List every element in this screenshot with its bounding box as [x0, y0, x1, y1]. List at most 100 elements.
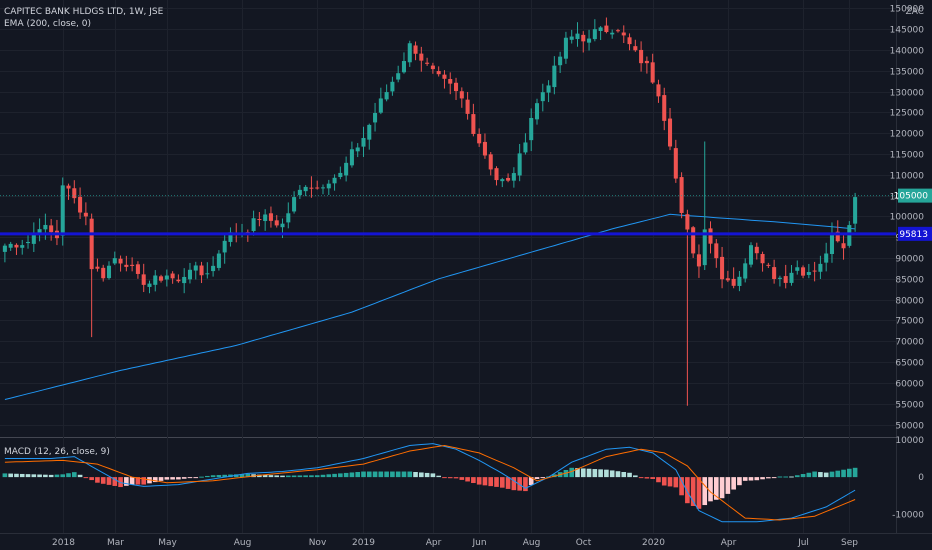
price-tick-label: 55000 [895, 401, 924, 411]
macd-histogram-bar [615, 471, 621, 478]
candle-body [748, 245, 754, 265]
macd-histogram-bar [419, 472, 424, 478]
macd-histogram-bar [436, 475, 441, 478]
candle-body [309, 187, 314, 189]
candle-body [425, 62, 430, 64]
macd-histogram-bar [453, 477, 459, 479]
macd-histogram-bar [257, 474, 262, 478]
macd-histogram-bar [54, 474, 60, 478]
macd-histogram-bar [37, 474, 42, 478]
macd-histogram-bar [812, 471, 817, 478]
candle-body [523, 142, 528, 153]
candle-body [228, 232, 233, 242]
macd-histogram-bar [77, 474, 83, 478]
macd-histogram-bar [783, 476, 789, 478]
price-tick-label: 130000 [890, 89, 925, 99]
candle-body [662, 95, 667, 121]
macd-histogram-bar [476, 477, 482, 485]
candle-body [355, 147, 360, 152]
macd-histogram-bar [100, 477, 106, 484]
candle-body [216, 253, 221, 268]
candle-body [106, 265, 112, 279]
candle-body [812, 270, 817, 272]
time-tick-label: Jun [471, 538, 486, 548]
macd-histogram-bar [297, 475, 303, 478]
candle-body [373, 113, 378, 123]
candle-body [199, 265, 204, 276]
candle-body [702, 229, 707, 266]
candle-body [772, 267, 777, 279]
macd-histogram-bar [187, 477, 193, 479]
macd-histogram-bar [806, 472, 812, 478]
candle-body [112, 258, 117, 264]
candle-body [182, 276, 187, 284]
macd-histogram-bar [407, 471, 413, 478]
candle-body [633, 46, 638, 51]
macd-line [4, 443, 856, 523]
macd-histogram-bar [141, 477, 147, 485]
candle-body [384, 92, 389, 100]
macd-histogram-bar [638, 477, 644, 479]
macd-histogram-bar [771, 477, 777, 479]
candle-body [43, 224, 48, 230]
candle-body [303, 186, 308, 192]
candle-body [274, 220, 279, 226]
candle-body [691, 227, 696, 254]
candle-body [320, 187, 326, 189]
macd-histogram-bar [592, 469, 598, 478]
price-tick-label: 120000 [890, 130, 925, 140]
candle-body [49, 225, 54, 233]
macd-histogram-bar [748, 477, 754, 481]
candle-body [511, 173, 516, 181]
macd-histogram-bar [499, 477, 505, 488]
macd-histogram-bar [361, 471, 366, 478]
macd-axis: 10000 0 -10000 [892, 436, 924, 521]
candle-body [413, 45, 418, 54]
macd-histogram-bar [569, 467, 575, 478]
macd-histogram-bar [777, 476, 783, 478]
candle-body [459, 91, 464, 99]
candle-body [696, 254, 701, 267]
candle-body [610, 32, 615, 35]
candle-body [737, 276, 742, 286]
candle-body [130, 264, 135, 266]
macd-histogram-bar [43, 474, 48, 478]
candle-body [615, 30, 620, 32]
time-tick-label: Mar [107, 538, 124, 548]
candle-body [783, 276, 788, 283]
candle-body [598, 27, 603, 32]
price-tick-label: 150000 [890, 5, 925, 15]
macd-histogram-bar [511, 477, 517, 491]
candle-body [552, 65, 557, 88]
macd-histogram-bar [60, 474, 66, 478]
price-tick-label: 65000 [895, 359, 924, 369]
candle-body [587, 38, 592, 43]
macd-legend: MACD (12, 26, close, 9) [4, 447, 110, 457]
candle-body [95, 266, 100, 269]
macd-histogram-bar [760, 477, 765, 480]
macd-histogram-bar [106, 477, 112, 485]
macd-histogram-bar [447, 477, 453, 479]
price-tick-label: 70000 [895, 338, 924, 348]
macd-histogram-bar [395, 471, 401, 478]
macd-histogram-bar [754, 477, 760, 481]
price-tick-label: 50000 [895, 422, 924, 432]
macd-histogram-bar [390, 471, 395, 478]
candle-body [361, 137, 366, 147]
candle-body [534, 103, 540, 120]
candle-body [482, 141, 487, 156]
candle-body [847, 225, 852, 246]
candle-body [592, 29, 597, 40]
macd-histogram-bar [633, 475, 638, 478]
candle-body [170, 273, 175, 279]
macd-histogram-bar [523, 477, 528, 492]
macd-histogram-bar [800, 474, 806, 478]
candle-body [292, 197, 297, 212]
candle-body [639, 49, 644, 64]
candle-body [477, 133, 482, 144]
macd-histogram-bar [690, 477, 696, 506]
macd-histogram-bar [650, 477, 655, 479]
macd-histogram-bar [199, 476, 204, 478]
